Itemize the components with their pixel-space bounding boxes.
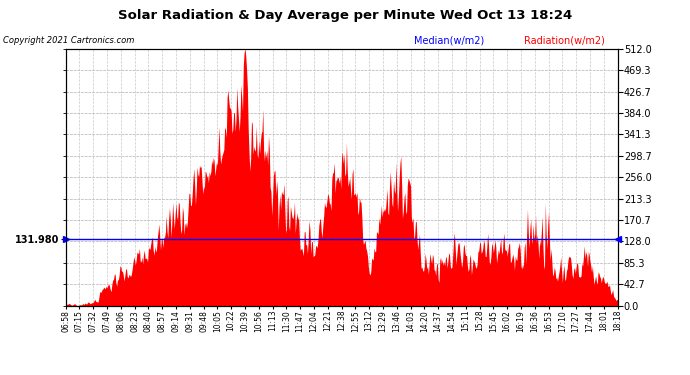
Text: Median(w/m2): Median(w/m2) xyxy=(414,36,484,46)
Text: Radiation(w/m2): Radiation(w/m2) xyxy=(524,36,605,46)
Text: Copyright 2021 Cartronics.com: Copyright 2021 Cartronics.com xyxy=(3,36,135,45)
Text: Solar Radiation & Day Average per Minute Wed Oct 13 18:24: Solar Radiation & Day Average per Minute… xyxy=(118,9,572,22)
